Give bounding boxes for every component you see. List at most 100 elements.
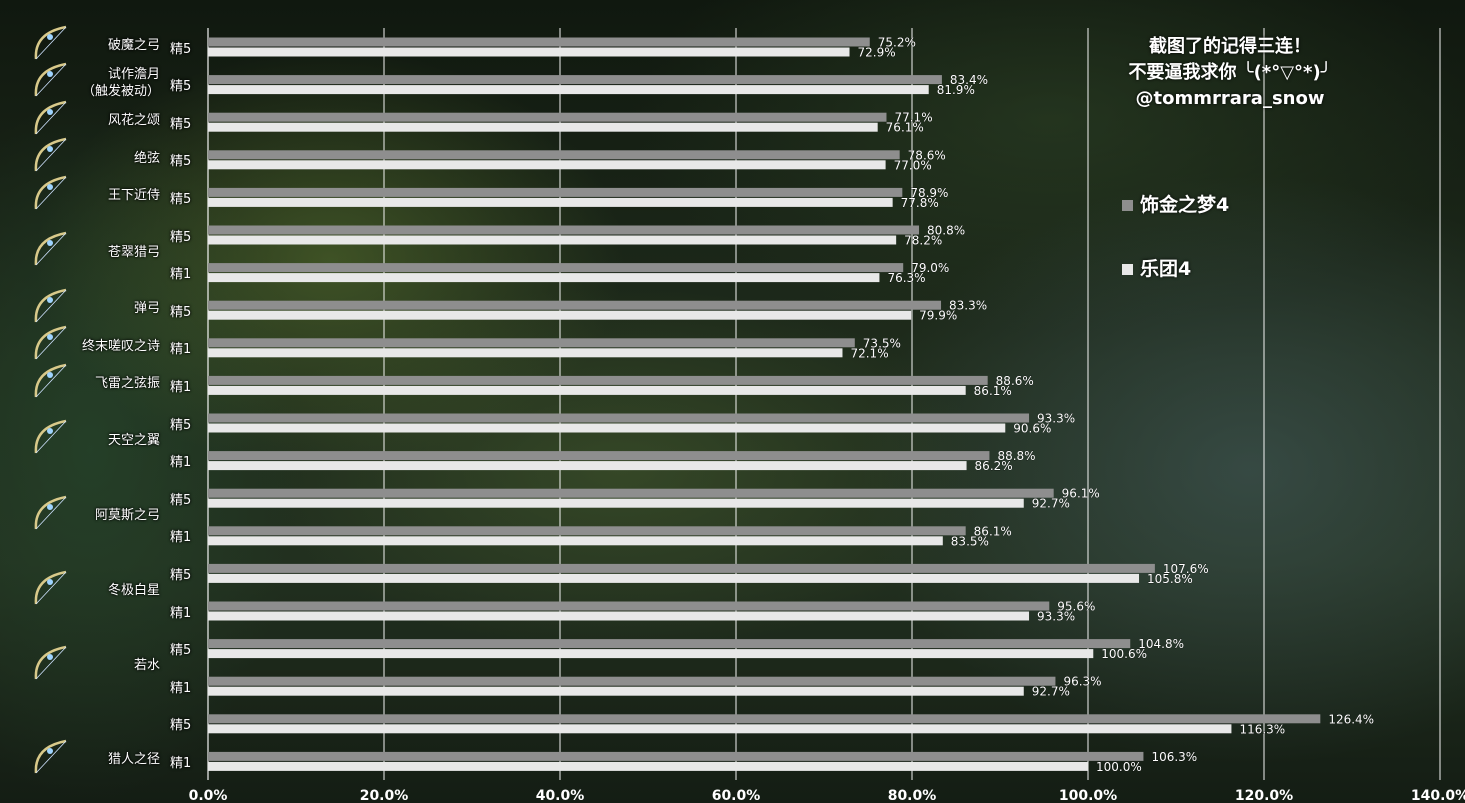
bow-icon — [30, 98, 74, 138]
data-label-series-1: 126.4% — [1328, 712, 1374, 726]
data-label-series-2: 100.0% — [1096, 760, 1142, 774]
x-tick-label: 0.0% — [189, 788, 228, 803]
bow-icon — [30, 417, 74, 457]
data-label-series-2: 83.5% — [951, 534, 989, 548]
refinement-label: 精5 — [170, 79, 192, 95]
data-label-series-1: 88.6% — [996, 374, 1034, 388]
weapon-name-label: 冬极白星 — [107, 583, 160, 599]
data-label-series-1: 78.6% — [908, 148, 946, 162]
bow-icon — [30, 643, 74, 683]
weapon-name-label: 破魔之弓 — [107, 38, 160, 53]
data-label-series-1: 79.0% — [911, 261, 949, 275]
bar-series-1 — [208, 601, 1050, 611]
data-label-series-1: 95.6% — [1057, 600, 1095, 614]
bar-series-2 — [208, 724, 1232, 734]
legend-swatch-series-1 — [1122, 200, 1133, 211]
data-label-series-2: 77.8% — [901, 196, 939, 210]
bar-series-2 — [208, 273, 880, 283]
bar-series-2 — [208, 536, 943, 546]
data-label-series-2: 76.1% — [886, 121, 924, 135]
data-label-series-1: 86.1% — [974, 524, 1012, 538]
refinement-label: 精5 — [170, 116, 192, 132]
weapon-name-label: 苍翠猎弓 — [107, 244, 160, 260]
bar-series-1 — [208, 375, 988, 385]
data-label-series-1: 80.8% — [927, 224, 965, 238]
refinement-label: 精1 — [170, 342, 192, 358]
x-tick-label: 140.0% — [1411, 788, 1465, 803]
bar-series-1 — [208, 150, 900, 160]
data-label-series-2: 116.3% — [1239, 722, 1285, 736]
bow-icon — [30, 361, 74, 401]
refinement-label: 精5 — [170, 154, 192, 170]
bar-series-1 — [208, 263, 904, 273]
x-tick-label: 120.0% — [1235, 788, 1293, 803]
slingshot-icon — [30, 286, 74, 326]
bar-series-1 — [208, 751, 1144, 761]
bar-series-2 — [208, 761, 1088, 771]
weapon-name-label: 王下近侍 — [107, 188, 160, 204]
refinement-label: 精5 — [170, 567, 192, 583]
data-label-series-2: 92.7% — [1032, 497, 1070, 511]
bar-series-2 — [208, 573, 1140, 583]
refinement-label: 精5 — [170, 304, 192, 320]
weapon-name-label: 天空之翼 — [107, 432, 160, 448]
data-label-series-2: 78.2% — [904, 234, 942, 248]
weapon-name-label: 风花之颂 — [107, 113, 160, 129]
refinement-label: 精1 — [170, 680, 192, 696]
weapon-name-label: 猎人之径 — [107, 752, 160, 768]
bar-series-2 — [208, 686, 1024, 696]
weapon-name-label: 若水 — [133, 658, 160, 674]
weapon-name-label: 飞雷之弦振 — [94, 376, 160, 392]
bar-series-1 — [208, 563, 1155, 573]
data-label-series-1: 73.5% — [863, 336, 901, 350]
bar-series-2 — [208, 348, 843, 358]
annotation-text: 截图了的记得三连！ 不要逼我求你 ╰(*°▽°*)╯ @tommrrara_sn… — [1080, 34, 1380, 112]
bar-series-1 — [208, 225, 920, 235]
x-tick-label: 80.0% — [888, 788, 937, 803]
bow-icon — [30, 229, 74, 269]
bar-series-1 — [208, 451, 990, 461]
legend-swatch-series-2 — [1122, 264, 1133, 275]
weapon-name-label: 绝弦 — [133, 150, 160, 166]
weapon-name-label: 弹弓 — [133, 301, 160, 317]
data-label-series-2: 72.1% — [850, 346, 888, 360]
x-tick-label: 60.0% — [712, 788, 761, 803]
data-label-series-1: 77.1% — [894, 111, 932, 125]
refinement-label: 精1 — [170, 605, 192, 621]
bar-series-2 — [208, 235, 897, 245]
bar-series-2 — [208, 611, 1030, 621]
bar-series-1 — [208, 413, 1030, 423]
bar-series-2 — [208, 160, 886, 170]
refinement-label: 精5 — [170, 718, 192, 734]
bow-icon — [30, 173, 74, 213]
bar-series-2 — [208, 310, 912, 320]
refinement-label: 精5 — [170, 41, 192, 57]
data-label-series-1: 93.3% — [1037, 412, 1075, 426]
data-label-series-2: 76.3% — [887, 271, 925, 285]
annotation-line-3: @tommrrara_snow — [1135, 88, 1325, 109]
data-label-series-2: 90.6% — [1013, 422, 1051, 436]
bar-series-1 — [208, 676, 1056, 686]
bar-series-1 — [208, 714, 1321, 724]
bar-series-2 — [208, 461, 967, 471]
refinement-label: 精5 — [170, 229, 192, 245]
refinement-label: 精1 — [170, 455, 192, 471]
data-label-series-2: 81.9% — [937, 83, 975, 97]
annotation-line-1: 截图了的记得三连！ — [1149, 36, 1311, 57]
refinement-label: 精5 — [170, 492, 192, 508]
data-label-series-1: 83.3% — [949, 299, 987, 313]
bow-icon — [30, 493, 74, 533]
bar-series-2 — [208, 385, 966, 395]
bow-icon — [30, 135, 74, 175]
bar-series-1 — [208, 37, 870, 47]
weapon-name-label: 终末嗟叹之诗 — [81, 338, 160, 354]
bar-series-1 — [208, 338, 855, 348]
refinement-label: 精5 — [170, 191, 192, 207]
x-tick-label: 20.0% — [360, 788, 409, 803]
data-label-series-2: 105.8% — [1147, 572, 1193, 586]
bow-icon — [30, 60, 74, 100]
bow-icon — [30, 568, 74, 608]
legend-label-series-2: 乐团4 — [1140, 258, 1192, 280]
data-label-series-2: 86.2% — [975, 459, 1013, 473]
